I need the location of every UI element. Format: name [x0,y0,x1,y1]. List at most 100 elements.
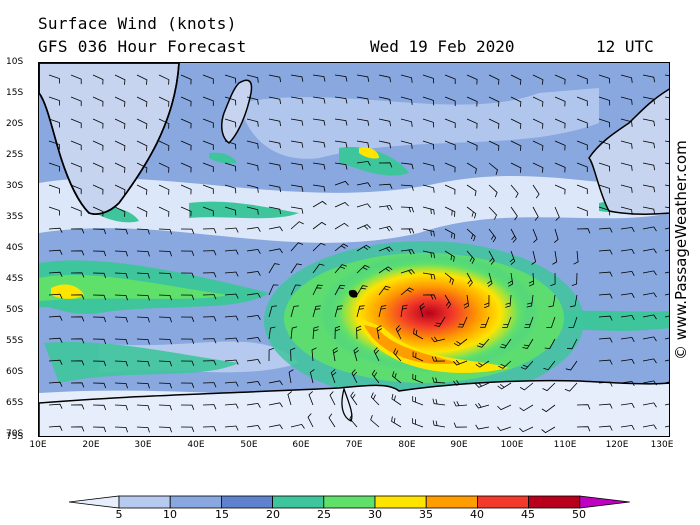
wind-barb [136,74,148,85]
lat-label: 65S [6,398,24,408]
wind-barb [598,227,613,233]
wind-barb [202,74,214,84]
wind-barb [393,348,402,362]
wind-barb [224,271,239,277]
wind-barb [48,293,63,299]
wind-barb [334,305,343,318]
wind-barb [48,381,63,387]
wind-barb [334,162,348,170]
wind-barb [158,316,172,323]
wind-barb [528,272,535,287]
wind-barb [312,221,327,230]
wind-barb [180,294,195,300]
wind-barb [92,74,104,85]
wind-barb [356,325,362,340]
wind-barb [268,284,279,296]
wind-barb [136,426,150,433]
wind-barb [290,74,304,82]
wind-barb [371,369,380,384]
wind-barb [664,293,669,296]
wind-barb [268,74,281,83]
wind-barb [290,263,302,274]
wind-barb [224,337,239,343]
wind-barb [92,162,104,173]
wind-barb [268,402,283,408]
wind-barb [312,200,327,208]
wind-barb [312,184,326,192]
wind-barb [158,140,170,151]
wind-barb [70,184,82,195]
lon-label: 80E [398,440,416,450]
wind-barb [180,206,192,217]
wind-barb [553,228,559,243]
wind-barb [576,140,588,150]
lat-label: 20S [6,119,24,129]
lat-label: 35S [6,212,24,222]
wind-barb [475,424,490,430]
wind-barb [180,360,195,366]
wind-barb [224,162,237,172]
wind-barb [356,285,368,296]
wind-barb [92,360,107,367]
wind-barb [224,96,237,106]
wind-barb [268,326,276,340]
wind-barb [136,162,148,173]
wind-barb [136,184,148,195]
wind-barb [70,272,85,278]
wind-barb [70,250,85,256]
wind-barb [598,425,613,431]
wind-barb [444,118,456,128]
wind-barb [290,206,304,214]
forecast-date: Wed 19 Feb 2020 [370,37,515,56]
wind-barb [136,228,150,235]
wind-barb [224,315,239,321]
wind-barb [290,284,301,296]
wind-barb [376,325,383,340]
legend-arrow-high [579,495,630,509]
wind-barb [554,118,566,129]
lon-label: 110E [553,440,577,450]
wind-barb [598,140,611,150]
wind-barb [114,404,128,411]
lat-label: 40S [6,243,24,253]
wind-barb [224,74,237,84]
wind-barb [268,248,283,254]
wind-barb [334,96,348,104]
wind-barb [598,118,611,128]
wind-barb [524,316,534,328]
wind-barb [180,316,195,322]
wind-barb [422,74,435,84]
wind-barb [642,270,657,276]
wind-barb [419,303,425,318]
wind-barb [532,162,544,173]
wind-barb [598,96,611,106]
wind-barb [505,294,512,308]
wind-barb [202,206,214,216]
wind-barb [312,326,319,340]
wind-barb [422,272,436,280]
wind-barb [246,424,261,430]
wind-barb [158,250,172,257]
legend-label: 35 [419,508,433,521]
legend-swatch [323,495,376,509]
wind-barb [576,426,591,432]
wind-barb [92,338,107,345]
wind-barb [48,118,60,128]
wind-barb [466,206,477,219]
wind-barb [290,347,296,362]
wind-barb [70,96,82,107]
wind-barb [48,249,63,255]
wind-barb [246,96,259,105]
wind-barb [642,248,657,254]
wind-barb [92,404,107,411]
wind-barb [642,226,657,232]
copyright-credit: © www.PassageWeather.com [672,140,690,360]
wind-barb [412,373,424,384]
lat-label: 75S [6,432,24,442]
wind-barb [466,228,476,242]
wind-barb [466,140,478,151]
wind-barb [224,118,237,128]
lon-label: 130E [650,440,674,450]
wind-barb [520,360,534,370]
wind-barb [312,305,321,318]
